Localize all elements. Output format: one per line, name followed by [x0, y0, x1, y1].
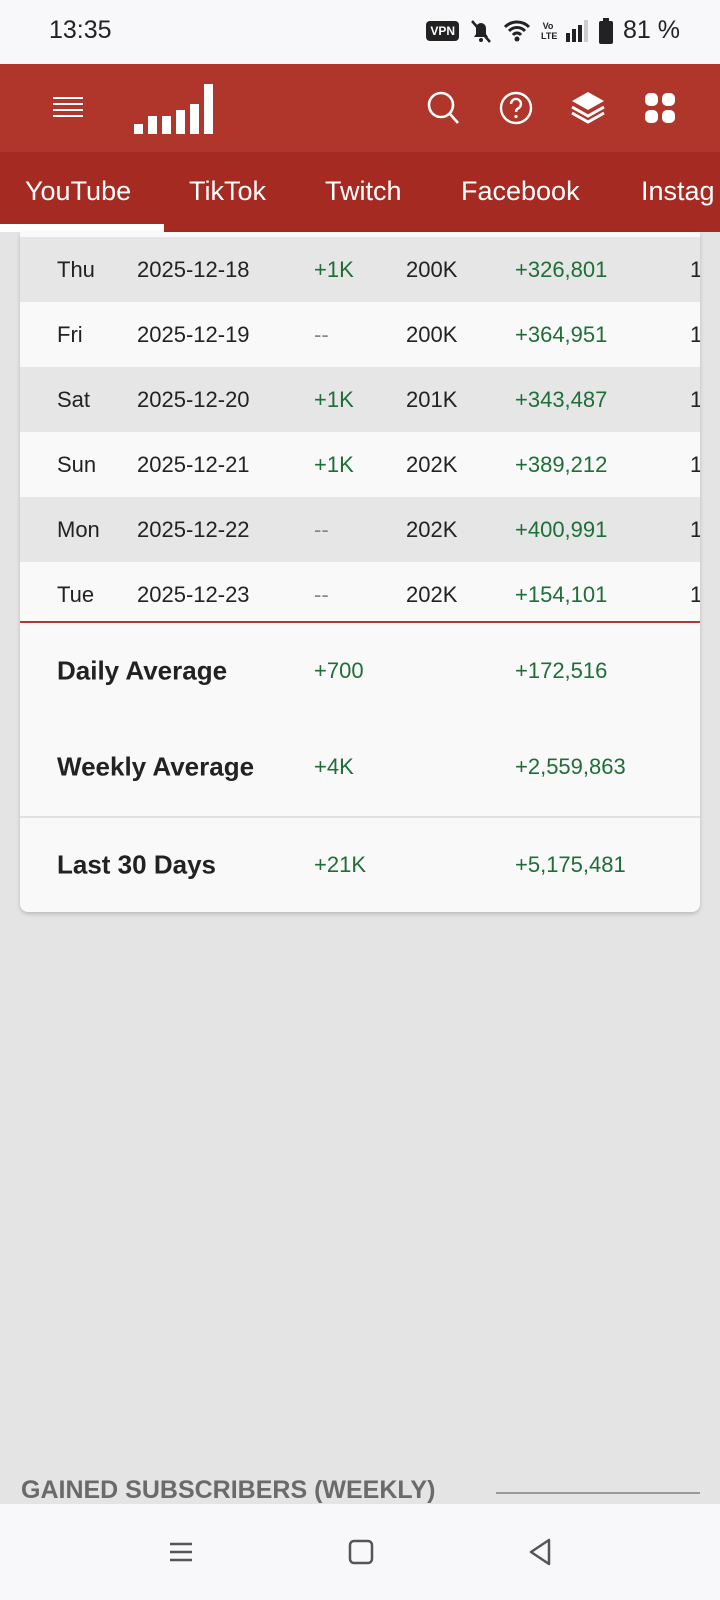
battery-level: 81 %: [623, 16, 680, 44]
status-time: 13:35: [49, 16, 112, 44]
platform-tabs: YouTube TikTok Twitch Facebook Instag: [0, 152, 720, 232]
cell-views-gain: +364,951: [515, 321, 608, 347]
cell-subs-total: 201K: [406, 386, 458, 412]
cell-subs-gain: --: [314, 581, 329, 607]
table-row: Sun 2025-12-21 +1K 202K +389,212 1: [20, 432, 700, 497]
recents-icon[interactable]: [165, 1536, 197, 1568]
cell-date: 2025-12-23: [137, 581, 250, 607]
table-row: Fri 2025-12-19 -- 200K +364,951 1: [20, 302, 700, 367]
table-row: Tue 2025-12-23 -- 202K +154,101 1: [20, 562, 700, 627]
cell-day: Fri: [57, 321, 83, 347]
summary-row: Daily Average +700 +172,516: [20, 626, 700, 716]
cell-extra: 1: [690, 321, 700, 347]
summary-label: Last 30 Days: [57, 849, 216, 880]
volte-icon: Vo LTE: [541, 20, 558, 41]
bell-off-icon: [471, 19, 491, 43]
summary-views: +5,175,481: [515, 852, 626, 877]
summary-row: Weekly Average +4K +2,559,863: [20, 722, 700, 812]
cell-date: 2025-12-20: [137, 386, 250, 412]
cell-subs-gain: --: [314, 516, 329, 542]
table-row: Thu 2025-12-18 +1K 200K +326,801 1: [20, 237, 700, 302]
table-divider: [20, 621, 700, 623]
cell-date: 2025-12-22: [137, 516, 250, 542]
summary-views: +2,559,863: [515, 754, 626, 779]
cell-extra: 1: [690, 256, 700, 282]
tab-tiktok[interactable]: TikTok: [189, 176, 267, 206]
status-icons: VPN Vo LTE 81 %: [426, 16, 680, 45]
cell-extra: 1: [690, 581, 700, 607]
system-nav-bar: [0, 1504, 720, 1600]
cell-views-gain: +389,212: [515, 451, 608, 477]
cell-subs-total: 200K: [406, 321, 458, 347]
wifi-icon: [503, 20, 531, 41]
vpn-icon: VPN: [426, 20, 460, 41]
cell-date: 2025-12-18: [137, 256, 250, 282]
table-row: Sat 2025-12-20 +1K 201K +343,487 1: [20, 367, 700, 432]
section-title: GAINED SUBSCRIBERS (WEEKLY): [21, 1476, 436, 1504]
cell-date: 2025-12-19: [137, 321, 250, 347]
cell-date: 2025-12-21: [137, 451, 250, 477]
cell-views-gain: +154,101: [515, 581, 608, 607]
cell-day: Tue: [57, 581, 95, 607]
summary-row: Last 30 Days +21K +5,175,481: [20, 820, 700, 910]
cell-subs-gain: +1K: [314, 256, 354, 282]
cell-day: Thu: [57, 256, 95, 282]
cell-subs-total: 202K: [406, 451, 458, 477]
search-icon[interactable]: [424, 88, 464, 128]
signal-icon: [566, 19, 589, 42]
help-icon[interactable]: [496, 88, 536, 128]
table-row: Mon 2025-12-22 -- 202K +400,991 1: [20, 497, 700, 562]
layers-icon[interactable]: [568, 88, 608, 128]
menu-icon[interactable]: [48, 88, 88, 128]
logo-bars-icon[interactable]: [134, 82, 226, 134]
summary-subs: +4K: [314, 754, 354, 779]
cell-subs-total: 202K: [406, 581, 458, 607]
summary-subs: +21K: [314, 852, 366, 877]
tab-youtube[interactable]: YouTube: [25, 176, 132, 206]
cell-day: Sat: [57, 386, 91, 412]
back-icon[interactable]: [525, 1536, 557, 1568]
cell-views-gain: +343,487: [515, 386, 608, 412]
summary-views: +172,516: [515, 658, 608, 683]
summary-subs: +700: [314, 658, 364, 683]
apps-grid-icon[interactable]: [640, 88, 680, 128]
home-icon[interactable]: [345, 1536, 377, 1568]
cell-subs-gain: +1K: [314, 451, 354, 477]
tab-twitch[interactable]: Twitch: [325, 176, 402, 206]
cell-views-gain: +326,801: [515, 256, 608, 282]
cell-extra: 1: [690, 451, 700, 477]
cell-day: Sun: [57, 451, 97, 477]
cell-views-gain: +400,991: [515, 516, 608, 542]
cell-subs-total: 200K: [406, 256, 458, 282]
status-bar: 13:35 VPN Vo LTE 81 %: [0, 0, 720, 64]
summary-label: Daily Average: [57, 655, 228, 686]
tab-instagram[interactable]: Instag: [641, 176, 715, 206]
tab-facebook[interactable]: Facebook: [461, 176, 580, 206]
summary-label: Weekly Average: [57, 751, 255, 782]
active-tab-indicator: [0, 224, 164, 232]
cell-day: Mon: [57, 516, 100, 542]
summary-divider: [20, 816, 700, 818]
cell-subs-gain: +1K: [314, 386, 354, 412]
cell-extra: 1: [690, 386, 700, 412]
cell-extra: 1: [690, 516, 700, 542]
section-rule: [496, 1492, 700, 1494]
cell-subs-gain: --: [314, 321, 329, 347]
app-header: [0, 64, 720, 152]
daily-stats-table: Thu 2025-12-18 +1K 200K +326,801 1 Fri 2025-12-…: [20, 232, 700, 912]
cell-subs-total: 202K: [406, 516, 458, 542]
battery-icon: [599, 17, 614, 44]
